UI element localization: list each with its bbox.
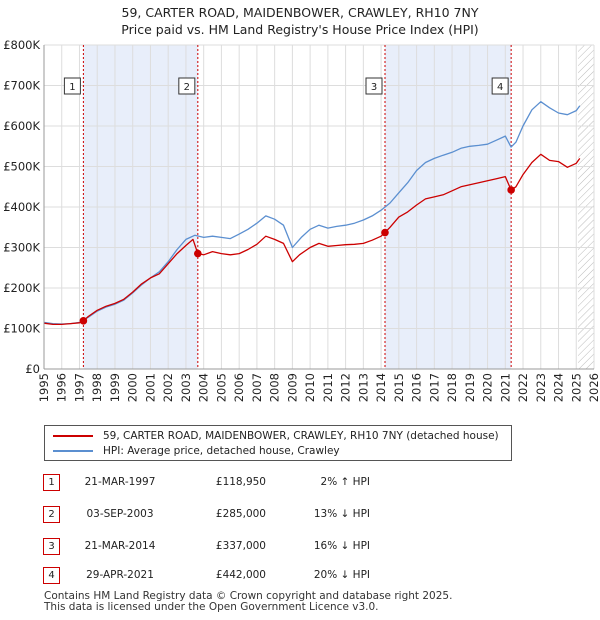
x-tick-label: 1995 [37,373,51,402]
y-tick-label: £0 [25,362,40,376]
x-tick-label: 2011 [321,373,335,402]
x-tick-label: 2025 [569,373,583,402]
legend-label-hpi: HPI: Average price, detached house, Craw… [103,445,340,457]
sale-number-label: 2 [184,82,190,93]
x-tick-label: 2018 [445,373,459,402]
x-tick-label: 1999 [108,373,122,402]
sale-point [507,186,515,194]
x-tick-label: 2015 [392,373,406,402]
sale-number-badge: 3 [43,538,60,555]
property-price-line [43,153,581,326]
x-tick-label: 2022 [516,373,530,402]
legend-item-property: 59, CARTER ROAD, MAIDENBOWER, CRAWLEY, R… [53,429,499,443]
footer-license: This data is licensed under the Open Gov… [44,601,379,613]
sale-price: £337,000 [215,540,266,552]
sale-hpi-diff: 13% ↓ HPI [313,508,370,520]
x-tick-label: 2007 [250,373,264,402]
x-tick-label: 2006 [232,373,246,402]
x-tick-label: 2012 [339,373,353,402]
sale-number-badge: 2 [43,506,60,523]
y-tick-label: £700K [3,79,40,93]
price-chart: 1 2 3 4 £0 £100K £200K £300K £400K £500K £600K £70… [3,38,600,402]
footer-copyright: Contains HM Land Registry data © Crown c… [44,590,453,602]
sale-date: 03-SEP-2003 [86,508,154,520]
y-tick-label: £600K [3,119,40,133]
sale-date: 21-MAR-1997 [84,476,156,488]
sale-number-box [491,77,509,95]
sale-point [79,317,88,325]
x-tick-label: 2008 [268,373,282,402]
sale-price: £442,000 [215,569,266,581]
sale-number-label: 4 [497,82,503,93]
y-tick-label: £500K [3,160,40,174]
sale-date: 21-MAR-2014 [84,540,156,552]
x-tick-label: 2001 [143,373,157,402]
sale-date: 29-APR-2021 [86,569,154,581]
sale-point [194,249,202,258]
x-tick-label: 2000 [126,373,140,402]
x-tick-label: 2019 [463,373,477,402]
legend-swatch-property [53,435,93,437]
x-tick-label: 2026 [587,373,600,402]
y-tick-label: £800K [3,38,40,52]
x-tick-label: 2016 [410,373,424,402]
y-tick-label: £200K [3,281,40,295]
sale-number-box [178,77,196,95]
sale-number-label: 1 [69,82,75,93]
legend-label-property: 59, CARTER ROAD, MAIDENBOWER, CRAWLEY, R… [103,430,499,442]
x-tick-label: 1998 [90,373,104,402]
x-tick-label: 2005 [214,373,228,402]
chart-subtitle: Price paid vs. HM Land Registry's House … [121,22,479,37]
x-tick-label: 2024 [552,373,566,402]
legend-item-hpi: HPI: Average price, detached house, Craw… [53,444,340,458]
chart-title: 59, CARTER ROAD, MAIDENBOWER, CRAWLEY, R… [121,5,479,20]
sale-number-box [365,77,383,95]
sale-number-badge: 1 [43,474,60,491]
sale-number-label: 3 [371,82,377,93]
sale-price: £285,000 [215,508,266,520]
x-tick-label: 2003 [179,373,193,402]
x-tick-label: 2004 [197,373,211,402]
footer: Contains HM Land Registry data © Crown c… [44,591,452,613]
x-tick-label: 2014 [374,373,388,402]
sale-price: £118,950 [215,476,266,488]
x-tick-label: 2020 [481,373,495,402]
x-tick-label: 2017 [427,373,441,402]
sale-number-box [63,77,81,95]
y-tick-label: £300K [3,241,40,255]
x-tick-label: 2002 [161,373,175,402]
x-tick-label: 1996 [55,373,69,402]
sale-hpi-diff: 16% ↓ HPI [313,540,370,552]
x-tick-label: 2023 [534,373,548,402]
sale-hpi-diff: 2% ↑ HPI [320,476,370,488]
sale-hpi-diff: 20% ↓ HPI [313,569,370,581]
legend: 59, CARTER ROAD, MAIDENBOWER, CRAWLEY, R… [44,425,512,461]
x-tick-label: 2013 [356,373,370,402]
x-tick-label: 2021 [498,373,512,402]
legend-swatch-hpi [53,450,93,452]
sale-point [381,228,389,237]
sale-number-badge: 4 [43,567,60,584]
x-tick-label: 2010 [303,373,317,402]
y-tick-label: £400K [3,200,40,214]
x-tick-label: 2009 [285,373,299,402]
x-tick-label: 1997 [72,373,86,402]
y-tick-label: £100K [3,322,40,336]
